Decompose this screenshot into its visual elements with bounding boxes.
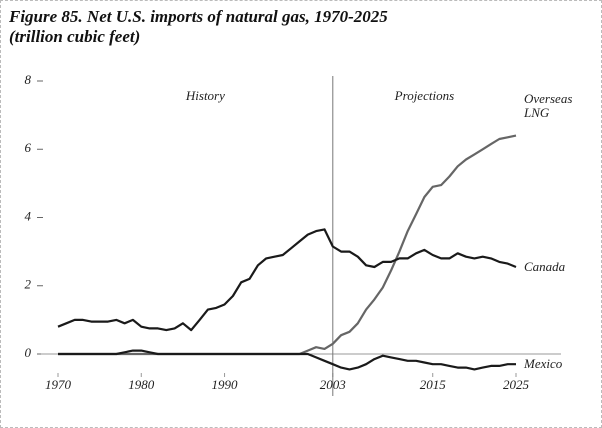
- y-tick-label: 6: [25, 140, 32, 155]
- series-label: Canada: [524, 258, 566, 274]
- x-tick-label: 1990: [212, 377, 239, 392]
- series-line: [57, 228, 517, 332]
- annotation: History: [185, 88, 225, 103]
- y-tick-label: 0: [25, 345, 32, 360]
- x-tick-label: 2015: [420, 377, 447, 392]
- series-line: [58, 134, 517, 356]
- y-tick-label: 2: [25, 277, 32, 292]
- series-label: Overseas LNG: [524, 90, 573, 120]
- chart-title: Figure 85. Net U.S. imports of natural g…: [9, 7, 388, 46]
- x-tick-label: 1980: [128, 377, 155, 392]
- series-label: Mexico: [524, 356, 563, 372]
- y-tick-label: 4: [25, 208, 32, 223]
- x-tick-label: 2025: [503, 377, 530, 392]
- annotation: Projections: [394, 88, 454, 103]
- x-tick-label: 1970: [45, 377, 72, 392]
- series-line: [58, 349, 516, 371]
- y-tick-label: 8: [25, 72, 32, 87]
